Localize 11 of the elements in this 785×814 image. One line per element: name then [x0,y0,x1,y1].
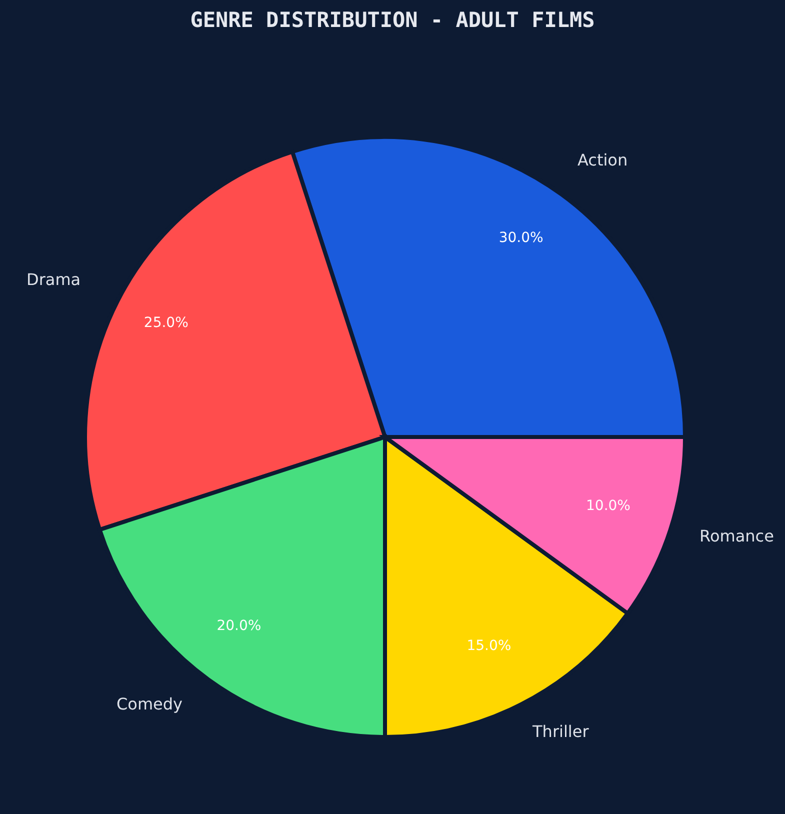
data-label: 20.0% [216,618,262,634]
chart-title: GENRE DISTRIBUTION - ADULT FILMS [189,8,596,32]
slice-label: Romance [700,526,774,546]
data-label: 10.0% [586,498,630,514]
slice-label: Thriller [532,722,590,741]
slice-label: Comedy [116,694,183,714]
data-label: 25.0% [144,315,188,332]
slice-label: Action [577,150,628,170]
data-label: 30.0% [498,230,544,246]
data-label: 15.0% [466,638,512,654]
slice-label: Drama [26,270,81,289]
